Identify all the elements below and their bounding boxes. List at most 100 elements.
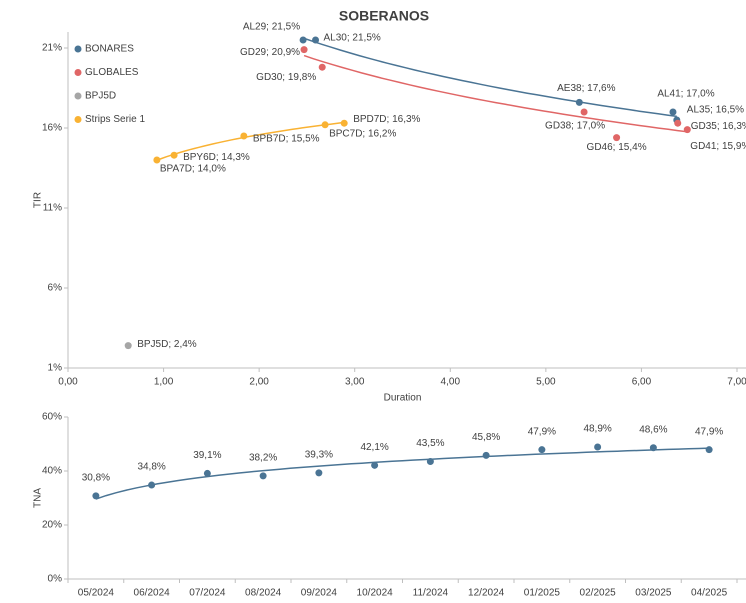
x-tick-label: 3,00 [345,377,365,388]
data-label: 47,9% [695,426,723,437]
point [300,46,308,54]
data-label: GD35; 16,3% [691,121,746,132]
x-tick-label: 7,00 [727,377,746,388]
point [683,126,691,134]
x-tick-label: 05/2024 [78,588,115,599]
data-label: 42,1% [360,442,388,453]
legend-label: BONARES [85,44,134,55]
legend-marker [74,116,82,123]
point [371,461,379,469]
point [240,132,248,140]
data-label: 48,9% [583,424,611,435]
y-tick-label: 16% [42,123,62,134]
x-tick-label: 2,00 [249,377,269,388]
point [613,134,621,142]
data-label: 30,8% [82,472,110,483]
data-label: BPY6D; 14,3% [183,152,250,163]
y-tick-label: 0% [48,574,63,585]
chart-title: SOBERANOS [339,8,429,24]
point [482,451,490,459]
data-label: BPD7D; 16,3% [353,114,420,125]
data-label: 39,1% [193,450,221,461]
trend-line [156,121,345,161]
data-label: BPJ5D; 2,4% [137,339,197,350]
data-label: 43,5% [416,438,444,449]
point [426,458,434,466]
trend-line [95,447,710,500]
point [580,108,588,116]
y-tick-label: 21% [42,43,62,54]
x-tick-label: 0,00 [58,377,78,388]
point [124,342,132,350]
data-label: AE38; 17,6% [557,83,615,94]
y-axis-label: TNA [33,488,44,508]
point [318,63,326,71]
data-label: BPB7D; 15,5% [253,134,320,145]
data-label: GD46; 15,4% [587,142,647,153]
y-tick-label: 1% [48,363,63,374]
x-tick-label: 6,00 [632,377,652,388]
y-tick-label: 6% [48,283,63,294]
point [340,119,348,127]
x-tick-label: 12/2024 [468,588,505,599]
data-label: 45,8% [472,432,500,443]
point [312,36,320,44]
x-tick-label: 07/2024 [189,588,226,599]
data-label: GD38; 17,0% [545,121,605,132]
x-tick-label: 10/2024 [357,588,394,599]
y-tick-label: 20% [42,520,62,531]
point [538,446,546,454]
data-label: GD29; 20,9% [240,47,300,58]
point [299,36,307,44]
x-tick-label: 4,00 [441,377,461,388]
point [705,446,713,454]
point [674,119,682,127]
point [575,98,583,106]
x-tick-label: 08/2024 [245,588,282,599]
data-label: 39,3% [305,450,333,461]
point [649,444,657,452]
data-label: AL29; 21,5% [243,22,300,33]
y-tick-label: 40% [42,466,62,477]
data-label: 47,9% [528,426,556,437]
x-axis-label: Duration [384,393,422,404]
y-tick-label: 11% [43,203,62,214]
y-axis-label: TIR [33,192,44,208]
point [594,443,602,451]
data-label: AL35; 16,5% [687,105,744,116]
data-label: AL30; 21,5% [324,33,381,44]
point [315,469,323,477]
x-tick-label: 01/2025 [524,588,561,599]
data-label: 38,2% [249,453,277,464]
data-label: BPA7D; 14,0% [160,164,226,175]
x-tick-label: 5,00 [536,377,556,388]
trend-line [302,37,677,118]
data-label: GD41; 15,9% [690,141,746,152]
x-tick-label: 04/2025 [691,588,728,599]
trend-line [303,54,688,133]
legend-marker [74,69,82,76]
point [321,121,329,129]
point [153,156,161,164]
legend-label: GLOBALES [85,67,139,78]
x-tick-label: 09/2024 [301,588,338,599]
point [669,108,677,116]
x-tick-label: 11/2024 [413,588,449,599]
point [92,492,100,500]
data-label: 48,6% [639,424,667,435]
data-label: 34,8% [137,462,165,473]
y-tick-label: 60% [42,412,62,423]
x-tick-label: 1,00 [154,377,174,388]
point [259,472,267,480]
point [148,481,156,489]
x-tick-label: 02/2025 [580,588,617,599]
legend-label: BPJ5D [85,91,116,102]
data-label: AL41; 17,0% [657,89,714,100]
x-tick-label: 06/2024 [134,588,171,599]
legend-marker [74,92,82,100]
legend-label: Strips Serie 1 [85,114,145,125]
x-tick-label: 03/2025 [635,588,672,599]
point [170,151,178,159]
